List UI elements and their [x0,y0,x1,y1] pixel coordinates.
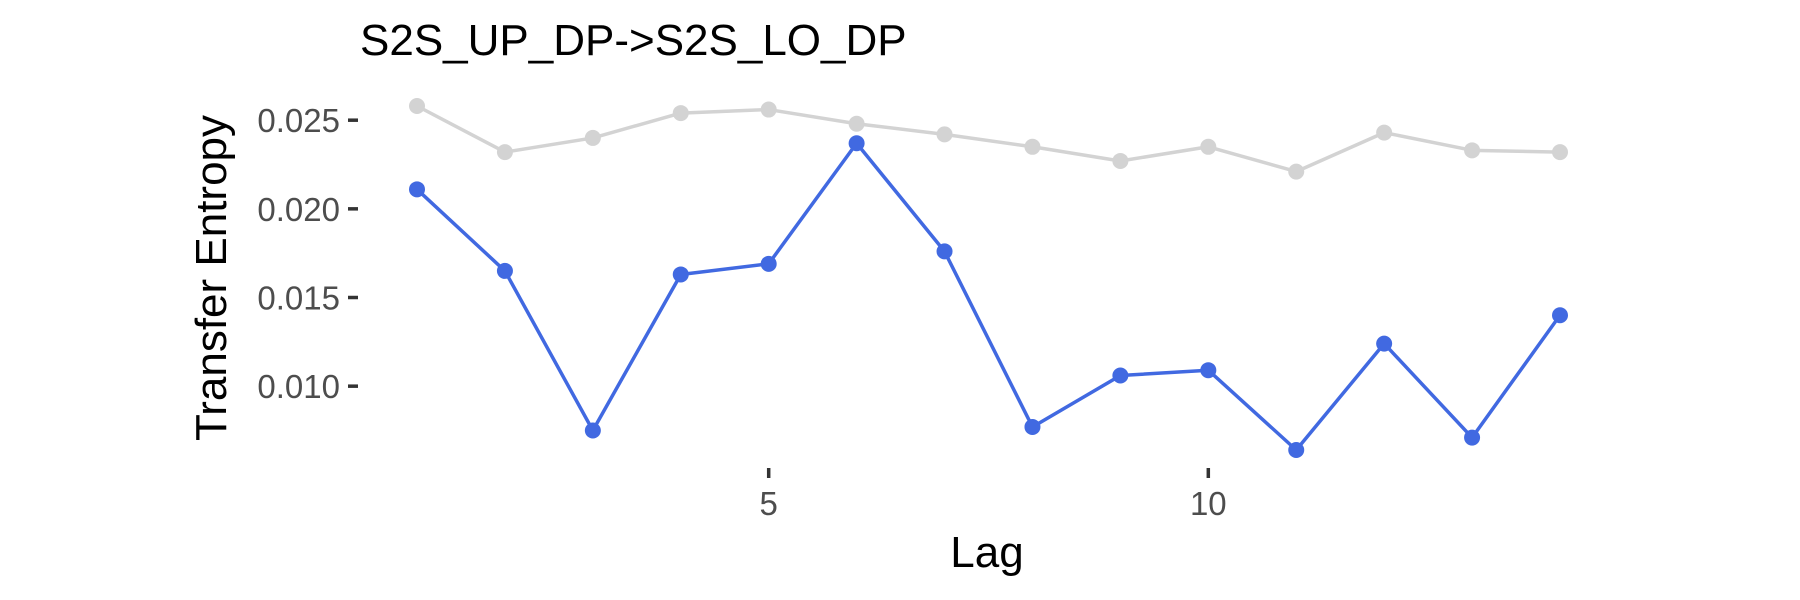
data-point [672,105,689,122]
x-tick-label: 5 [760,485,778,522]
data-point [936,126,953,143]
data-point [584,129,601,146]
series-layer [409,98,1568,458]
data-point [848,115,865,132]
data-point [1376,124,1393,141]
data-point [760,101,777,118]
data-point [1376,335,1393,352]
series-1 [409,135,1568,458]
data-point [1552,144,1568,161]
y-tick-label: 0.025 [257,102,340,139]
data-point [936,243,953,260]
y-tick-label: 0.010 [257,368,340,405]
data-point [672,266,689,283]
data-point [1112,152,1129,169]
data-point [1200,138,1217,155]
x-tick-label: 10 [1190,485,1227,522]
y-axis-title: Transfer Entropy [187,115,236,441]
data-point [1464,429,1481,446]
x-axis: 5 10 [760,468,1227,522]
data-point [409,98,425,114]
data-point [760,255,777,272]
data-point [1112,367,1129,384]
data-point [848,135,865,152]
chart-title: S2S_UP_DP->S2S_LO_DP [360,16,907,65]
data-point [1288,163,1305,180]
y-tick-label: 0.015 [257,280,340,317]
y-tick-label: 0.020 [257,191,340,228]
data-point [409,181,425,198]
series-0 [409,98,1568,180]
series-line [415,141,1562,452]
data-point [1024,418,1041,435]
x-axis-title: Lag [950,528,1023,577]
series-line [416,104,1561,174]
data-point [1024,138,1041,155]
data-point [1464,142,1481,159]
data-point [496,262,513,279]
data-point [1200,362,1217,379]
data-point [584,422,601,439]
data-point [1552,307,1568,324]
data-point [496,144,513,161]
y-axis: 0.010 0.015 0.020 0.025 [257,102,358,405]
data-point [1288,442,1305,458]
